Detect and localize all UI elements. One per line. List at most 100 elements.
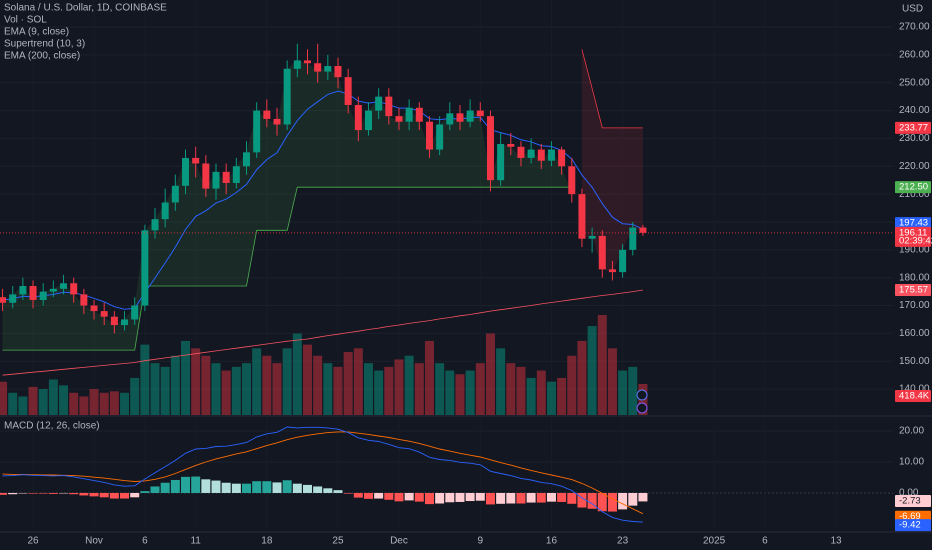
candle-body (354, 105, 362, 131)
histogram-bar (48, 492, 58, 494)
candle-body (29, 286, 37, 300)
histogram-bar (130, 492, 140, 498)
histogram-bar (242, 483, 252, 493)
candle-body (598, 235, 606, 270)
volume-bar (140, 344, 150, 415)
histogram-bar (445, 492, 455, 503)
histogram-bar (201, 479, 211, 493)
y-tick-label: 190.00 (899, 244, 930, 255)
candle-body (497, 143, 505, 181)
volume-bar (435, 363, 445, 415)
candle-body (303, 60, 311, 64)
y-tick-label: 140.00 (899, 384, 930, 395)
histogram-bar (120, 492, 130, 499)
histogram-bar (191, 476, 201, 493)
volume-bar (79, 396, 89, 415)
volume-bar (211, 363, 221, 415)
candle-body (131, 305, 139, 320)
volume-bar (506, 363, 516, 415)
volume-bar (130, 377, 140, 415)
x-tick-label: 6 (762, 536, 768, 547)
volume-bar (485, 333, 495, 415)
volume-bar (526, 377, 536, 415)
volume-bar (333, 366, 343, 415)
histogram-bar (302, 484, 312, 493)
histogram-bar (333, 490, 343, 493)
candle-body (70, 283, 78, 295)
candle-body (395, 116, 403, 122)
volume-bar (363, 363, 373, 415)
candle-body (344, 77, 352, 106)
volume-bar (445, 370, 455, 415)
histogram-bar (313, 486, 323, 493)
y-tick-label: 170.00 (899, 300, 930, 311)
candle-body (486, 116, 494, 181)
last-price-badge-bg (895, 226, 931, 247)
histogram-bar (455, 492, 465, 502)
y-tick-label: 210.00 (899, 189, 930, 200)
histogram-bar (0, 492, 8, 495)
candle-body (263, 110, 271, 119)
candle-body (364, 110, 372, 131)
signal-line (2, 431, 644, 515)
histogram-bar (353, 492, 363, 498)
y-tick-label: 250.00 (899, 77, 930, 88)
candle-body (547, 149, 555, 161)
ema200-badge: 175.57 (899, 285, 928, 296)
candle-body (171, 185, 179, 203)
volume-bar (516, 366, 526, 415)
histogram-bar (343, 492, 353, 494)
y-tick-label: 270.00 (899, 22, 930, 33)
x-tick-label: 26 (27, 536, 39, 547)
volume-bar (89, 389, 99, 415)
candle-body (253, 110, 261, 153)
histogram-bar (231, 483, 241, 493)
currency: USD (902, 4, 923, 15)
volume-bar (201, 355, 211, 415)
countdown: 02:39:42 (899, 235, 932, 246)
macd-line (2, 426, 643, 523)
candle-body (608, 269, 616, 273)
candle-body (192, 157, 200, 164)
volume-bar (242, 363, 252, 415)
candle-body (121, 319, 129, 326)
candle-body (161, 202, 169, 220)
volume-bar (465, 370, 475, 415)
y-tick-label: 180.00 (899, 272, 930, 283)
candle-body (90, 305, 98, 312)
candle-body (639, 227, 647, 233)
alert-icon[interactable] (636, 402, 648, 414)
volume-bar (323, 363, 333, 415)
add-icon[interactable] (636, 389, 648, 401)
candle-body (232, 166, 240, 183)
volume-bar (160, 366, 170, 415)
legend-supertrend: Supertrend (10, 3) (4, 39, 85, 50)
volume-bar (120, 392, 130, 415)
candle-body (0, 297, 7, 303)
volume-bar (302, 344, 312, 415)
volume-bar (567, 355, 577, 415)
legend-ema200: EMA (200, close) (4, 51, 80, 62)
histogram-bar (577, 492, 587, 508)
histogram-bar (394, 492, 404, 502)
candle-body (49, 288, 57, 292)
volume-bar (262, 355, 272, 415)
volume-bar (414, 363, 424, 415)
histogram-bar (607, 492, 617, 512)
macd-badge-bg (895, 519, 931, 532)
volume-bar (170, 355, 180, 415)
ema9-badge: 197.43 (899, 218, 928, 229)
supertrend-up-badge-bg (895, 181, 931, 194)
candle-body (141, 230, 149, 306)
histogram-bar (150, 486, 160, 493)
macd-badge: -9.42 (899, 520, 921, 531)
candle-body (243, 152, 251, 167)
histogram-bar (638, 492, 648, 502)
candle-body (19, 286, 27, 295)
volume-bar (618, 370, 628, 415)
y-tick-label: 240.00 (899, 105, 930, 116)
y-tick-label: 260.00 (899, 50, 930, 61)
candle-body (588, 235, 596, 239)
